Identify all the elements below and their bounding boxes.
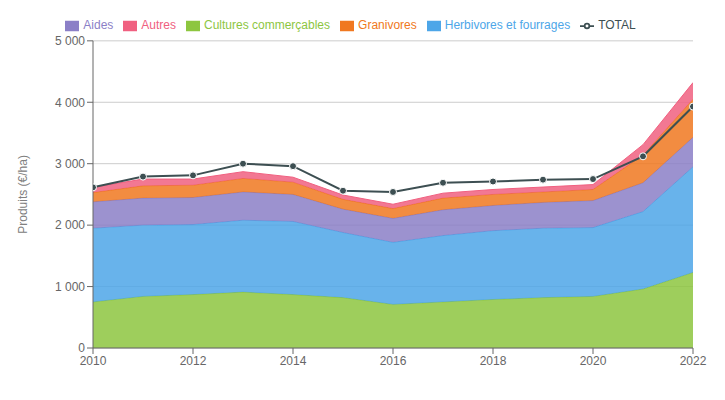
svg-text:2012: 2012 bbox=[180, 354, 207, 368]
html-text:Herbivores et fourrages: Herbivores et fourrages bbox=[444, 18, 571, 32]
html-text:TOTAL: TOTAL bbox=[598, 18, 636, 32]
svg-text:3 000: 3 000 bbox=[55, 157, 85, 171]
svg-text:2010: 2010 bbox=[80, 354, 107, 368]
svg-text:2022: 2022 bbox=[680, 354, 707, 368]
svg-text:5 000: 5 000 bbox=[55, 34, 85, 48]
svg-text:2 000: 2 000 bbox=[55, 218, 85, 232]
svg-text:Produits (€/ha): Produits (€/ha) bbox=[16, 155, 30, 234]
svg-text:1 000: 1 000 bbox=[55, 280, 85, 294]
svg-text:4 000: 4 000 bbox=[55, 96, 85, 110]
svg-text:2018: 2018 bbox=[480, 354, 507, 368]
html-text:Granivores: Granivores bbox=[358, 18, 417, 32]
html-text:Aides: Aides bbox=[83, 18, 114, 32]
svg-text:2014: 2014 bbox=[280, 354, 307, 368]
svg-text:0: 0 bbox=[78, 341, 85, 355]
html-text:Autres: Autres bbox=[141, 18, 176, 32]
svg-text:2016: 2016 bbox=[380, 354, 407, 368]
html-text:Cultures commerçables: Cultures commerçables bbox=[204, 18, 330, 32]
svg-text:2020: 2020 bbox=[580, 354, 607, 368]
